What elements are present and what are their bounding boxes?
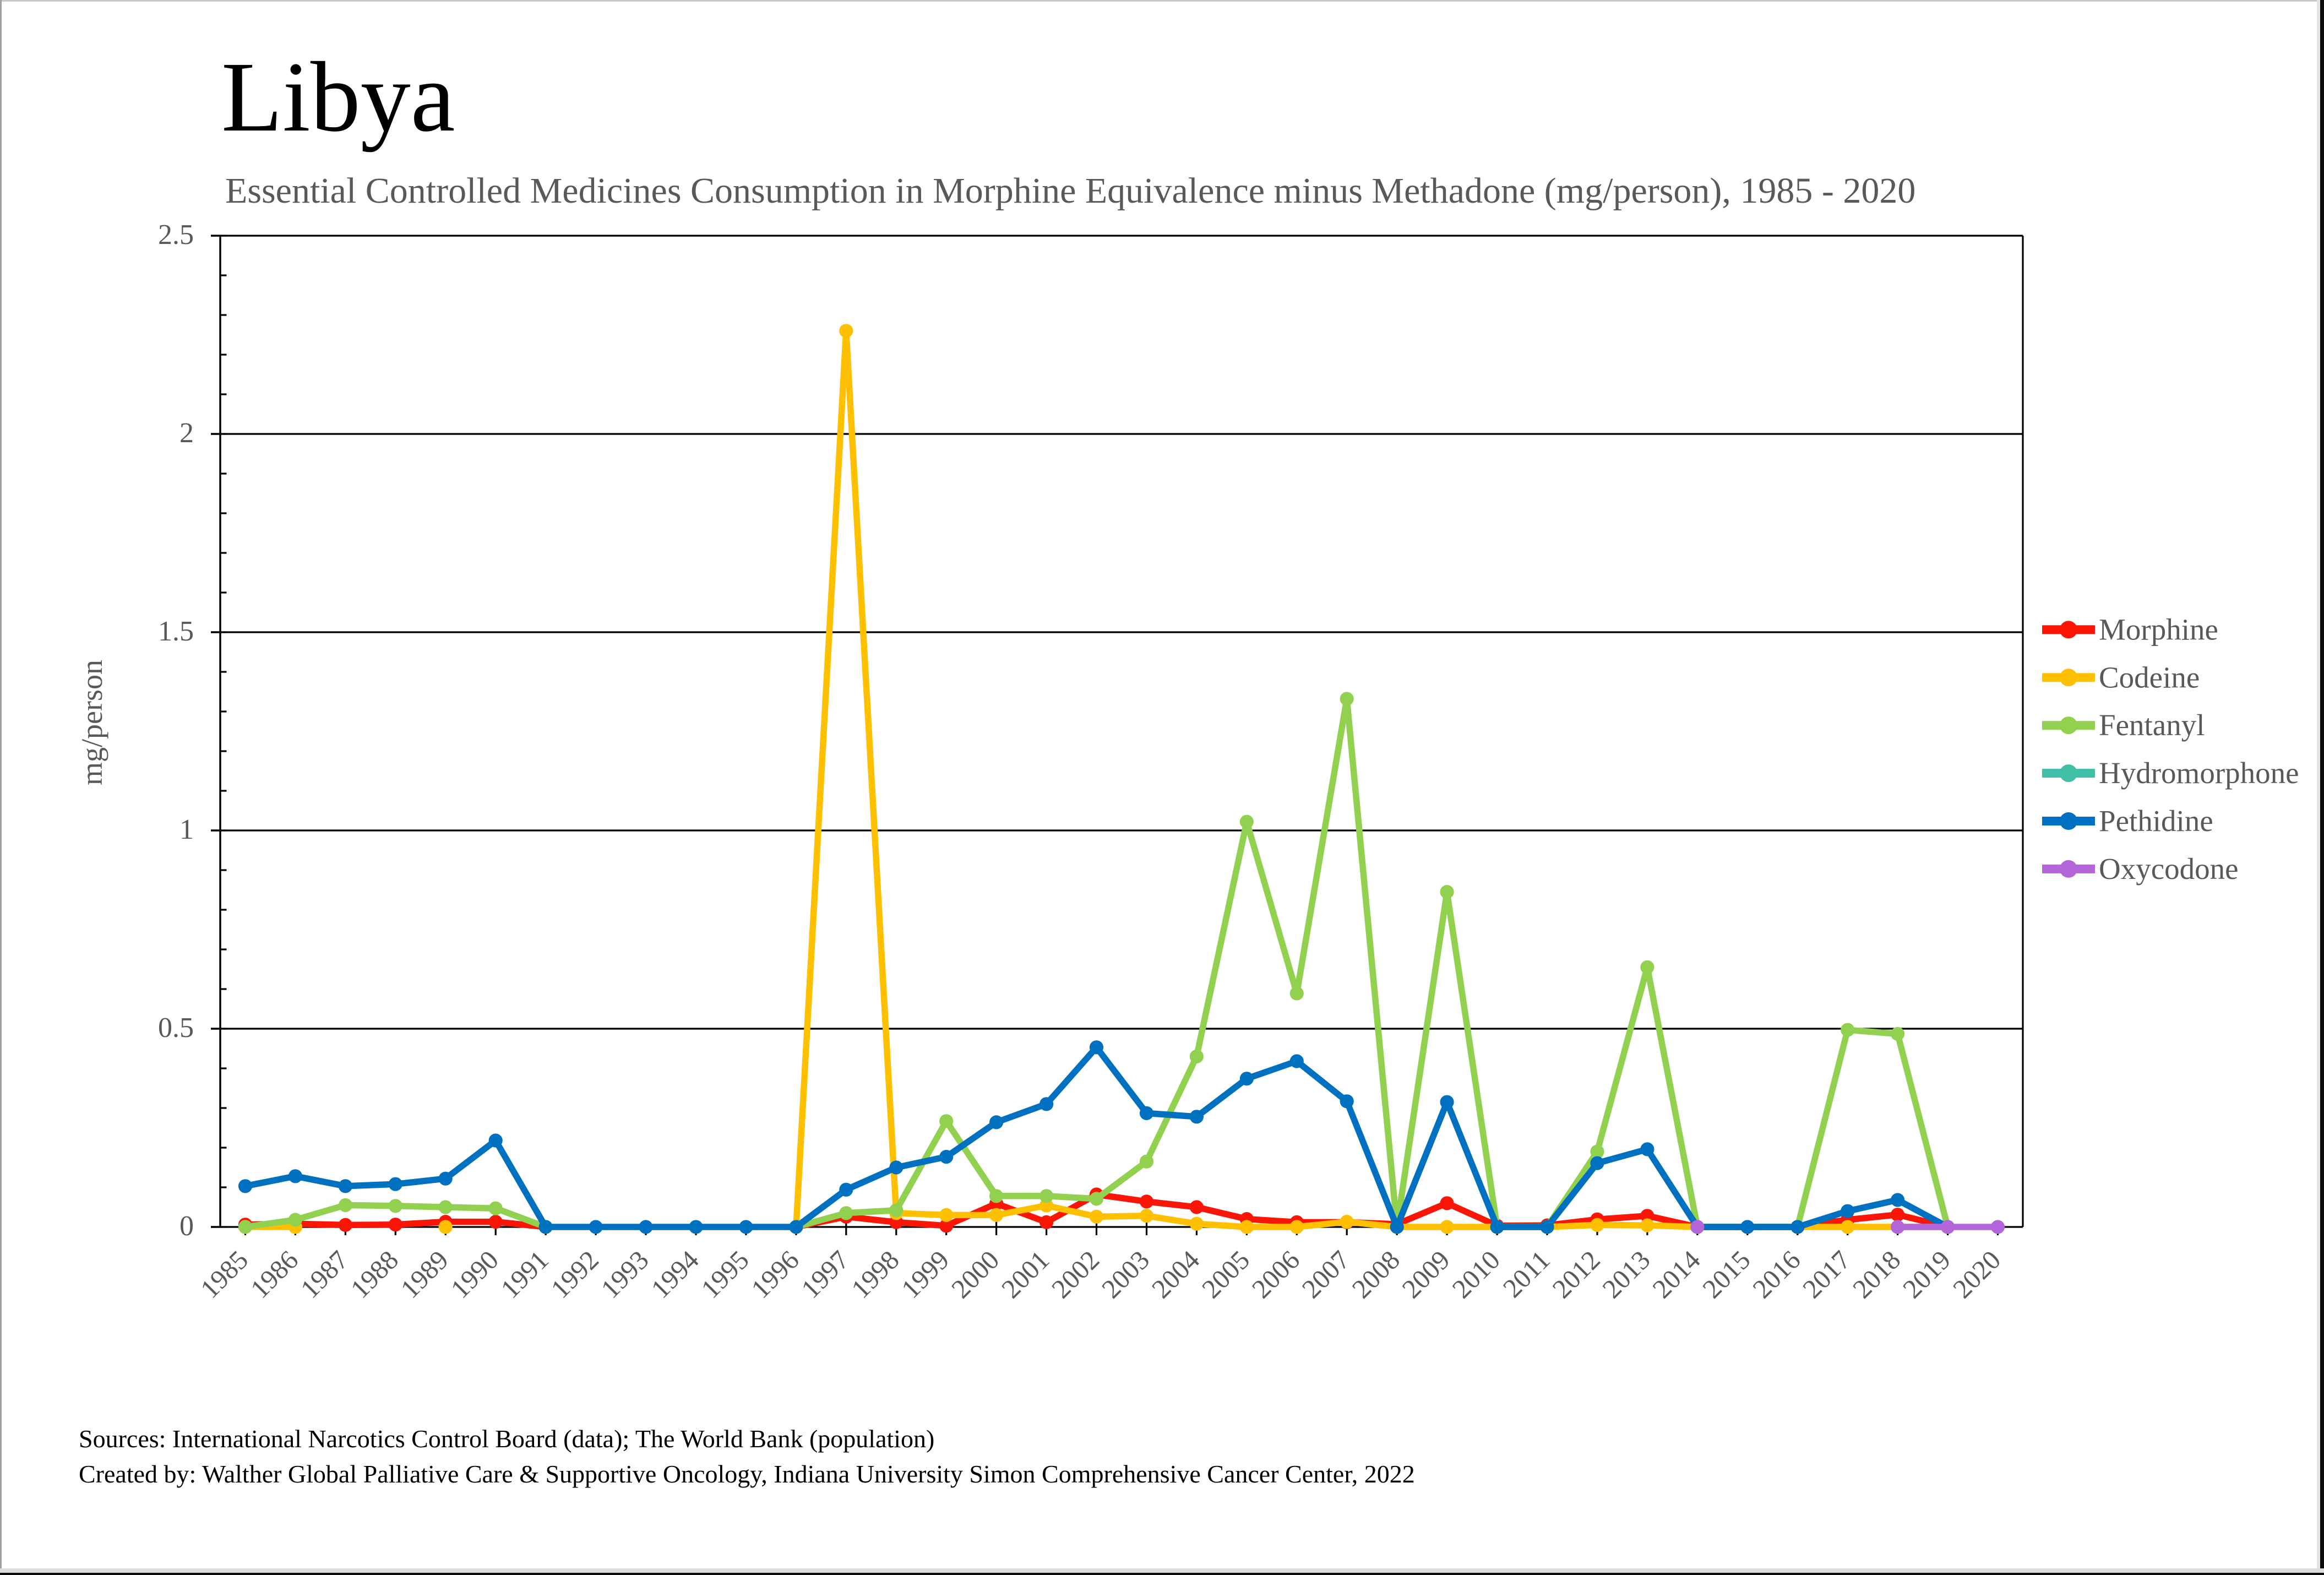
svg-text:Sources: International Narcoti: Sources: International Narcotics Control… [79, 1425, 934, 1453]
svg-text:Essential Controlled Medicines: Essential Controlled Medicines Consumpti… [225, 171, 1915, 211]
svg-text:Morphine: Morphine [2099, 612, 2218, 646]
svg-text:2: 2 [179, 417, 194, 449]
svg-text:1: 1 [179, 814, 194, 845]
svg-text:0: 0 [179, 1210, 194, 1242]
svg-text:mg/person: mg/person [75, 660, 108, 785]
svg-text:Libya: Libya [221, 42, 455, 153]
svg-text:Pethidine: Pethidine [2099, 804, 2213, 838]
svg-text:0.5: 0.5 [158, 1012, 194, 1044]
svg-text:Created by: Walther Global Pal: Created by: Walther Global Palliative Ca… [79, 1460, 1415, 1488]
svg-text:2.5: 2.5 [158, 219, 194, 251]
svg-text:Hydromorphone: Hydromorphone [2099, 756, 2299, 790]
svg-text:Fentanyl: Fentanyl [2099, 708, 2205, 742]
svg-text:Oxycodone: Oxycodone [2099, 852, 2239, 886]
svg-text:1.5: 1.5 [158, 616, 194, 647]
svg-text:Codeine: Codeine [2099, 660, 2200, 694]
